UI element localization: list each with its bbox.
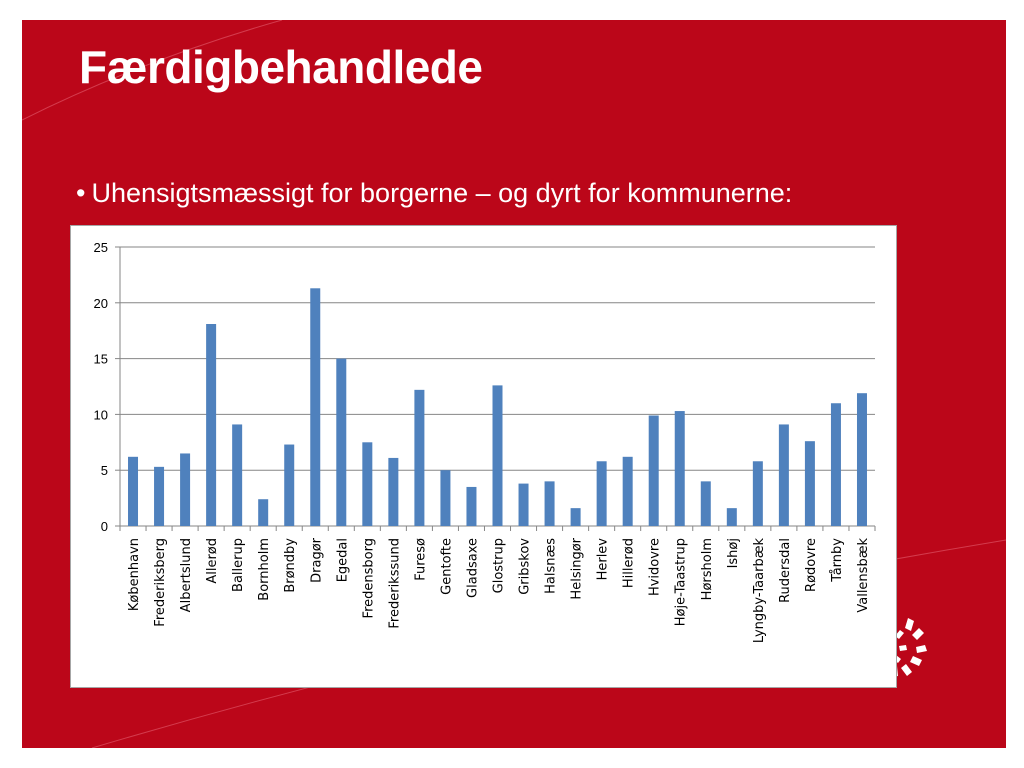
x-category-label: Rødovre [804, 538, 819, 592]
x-category-label: Ballerup [231, 538, 246, 592]
y-tick-label: 20 [94, 296, 108, 311]
x-category-label: Gladsaxe [465, 538, 480, 598]
x-category-label: København [127, 538, 142, 611]
bar [336, 358, 347, 526]
x-category-label: Fredensborg [361, 538, 376, 618]
x-category-label: Dragør [309, 537, 324, 583]
bar [596, 461, 607, 526]
bar [570, 508, 581, 526]
x-category-label: Høje-Taastrup [674, 538, 689, 626]
x-category-label: Glostrup [492, 538, 507, 593]
bar [388, 457, 399, 526]
bar [440, 470, 451, 526]
bar [232, 424, 243, 526]
bar [492, 385, 503, 526]
bar [830, 403, 841, 526]
x-category-label: Herlev [596, 538, 611, 581]
y-tick-label: 15 [94, 352, 108, 367]
y-tick-label: 10 [94, 407, 108, 422]
x-category-label: Frederikssund [387, 538, 402, 629]
x-category-label: Brøndby [283, 538, 298, 593]
x-category-label: Tårnby [830, 538, 845, 583]
x-category-label: Lyngby-Taarbæk [752, 538, 767, 644]
x-category-label: Frederiksberg [153, 538, 168, 627]
bar [466, 486, 477, 526]
x-category-label: Egedal [335, 538, 350, 582]
bar [310, 288, 321, 526]
bar [778, 424, 789, 526]
x-category-label: Albertslund [179, 538, 194, 612]
bar [414, 389, 425, 526]
x-category-label: Gentofte [439, 538, 454, 595]
swirl-logo-icon [891, 618, 927, 677]
bar [856, 393, 867, 526]
x-category-label: Bornholm [257, 538, 272, 601]
x-category-label: Hvidovre [648, 538, 663, 596]
bar [128, 456, 139, 526]
bar-chart: 0 5 10 15 20 25 København Frederiksberg Albertsl… [94, 240, 876, 644]
bar [258, 499, 269, 526]
y-tick-label: 0 [101, 519, 108, 534]
bar [726, 508, 737, 526]
chart-container: 0 5 10 15 20 25 København Frederiksberg Albertsl… [70, 225, 897, 688]
bullet-marker: • [76, 178, 86, 208]
bar [648, 415, 659, 526]
y-tick-label: 25 [94, 240, 108, 255]
x-category-label: Ishøj [726, 538, 741, 568]
bar [284, 444, 295, 526]
bar [362, 442, 373, 526]
bar [674, 411, 685, 526]
slide: Færdigbehandlede • Uhensigtsmæssigt for b… [22, 20, 1006, 748]
x-category-label: Vallensbæk [856, 538, 871, 613]
x-category-label: Rudersdal [778, 538, 793, 603]
bar [804, 441, 815, 526]
x-category-label: Halsnæs [544, 538, 559, 594]
bullet-text: Uhensigtsmæssigt for borgerne – og dyrt … [91, 178, 793, 208]
slide-title: Færdigbehandlede [79, 41, 483, 93]
x-category-label: Gribskov [518, 538, 533, 595]
bar [700, 481, 711, 526]
bar [544, 481, 555, 526]
x-category-label: Furesø [413, 538, 428, 581]
bar [752, 461, 763, 526]
bar [518, 483, 529, 526]
x-category-label: Hørsholm [700, 538, 715, 600]
x-category-label: Hillerød [622, 538, 637, 588]
y-tick-label: 5 [101, 463, 108, 478]
x-category-label: Allerød [205, 538, 220, 584]
bar [206, 324, 217, 526]
x-category-label: Helsingør [570, 537, 585, 599]
bar [622, 456, 633, 526]
bar [154, 466, 165, 526]
bullet-point: • Uhensigtsmæssigt for borgerne – og dyrt… [76, 178, 792, 209]
bar [180, 453, 191, 526]
